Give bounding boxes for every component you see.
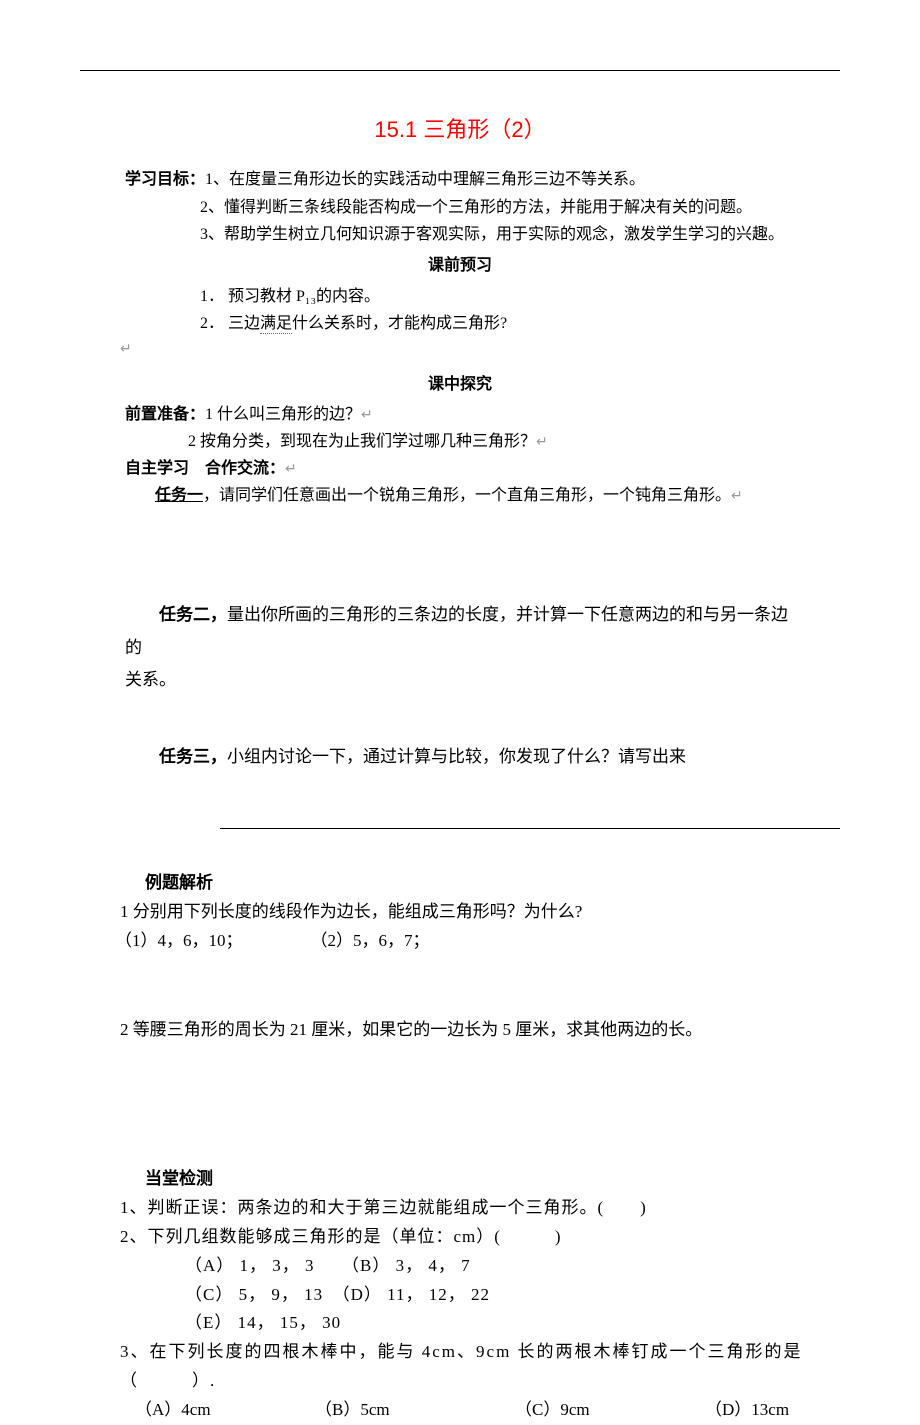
objective-3: 3、帮助学生树立几何知识源于客观实际，用于实际的观念，激发学生学习的兴趣。 (80, 221, 840, 248)
test-q2: 2、下列几组数能够成三角形的是（单位：cm）( ) (80, 1223, 840, 1252)
task1-body: ，请同学们任意画出一个锐角三角形，一个直角三角形，一个钝角三角形。 (203, 487, 731, 504)
test-q3: 3、在下列长度的四根木棒中，能与 4cm、9cm 长的两根木棒钉成一个三角形的是 (80, 1338, 840, 1367)
test-q3-opt-c: （C）9cm (515, 1396, 705, 1425)
header-divider (80, 70, 840, 71)
test-q3-options: （A）4cm（B）5cm（C）9cm（D）13cm (80, 1396, 840, 1425)
preview-title: 课前预习 (80, 252, 840, 279)
example-title: 例题解析 (80, 869, 840, 898)
prep-q2-line: 2 按角分类，到现在为止我们学过哪几种三角形？↵ (80, 428, 840, 455)
prep-line: 前置准备：1 什么叫三角形的边？↵ (80, 401, 840, 428)
test-title: 当堂检测 (80, 1165, 840, 1194)
prep-q2: 2 按角分类，到现在为止我们学过哪几种三角形？ (188, 433, 536, 450)
task2-line: 任务二，量出你所画的三角形的三条边的长度，并计算一下任意两边的和与另一条边的 (80, 599, 840, 664)
answer-line (220, 828, 840, 829)
test-q2-opt-cd: （C） 5， 9， 13 （D） 11， 12， 22 (80, 1281, 840, 1310)
return-mark-inline-3: ↵ (285, 462, 297, 477)
task3-label: 任务三， (159, 747, 227, 766)
preview-item-2: 2． 三边满足什么关系时，才能构成三角形? (80, 310, 840, 337)
objectives-line-1: 学习目标：1、在度量三角形边长的实践活动中理解三角形三边不等关系。 (80, 166, 840, 193)
underlined-text: 满足 (260, 315, 292, 334)
objective-2: 2、懂得判断三条线段能否构成一个三角形的方法，并能用于解决有关的问题。 (80, 194, 840, 221)
example-q2: 2 等腰三角形的周长为 21 厘米，如果它的一边长为 5 厘米，求其他两边的长。 (80, 1016, 840, 1045)
test-q1: 1、判断正误：两条边的和大于第三边就能组成一个三角形。( ) (80, 1194, 840, 1223)
task1-label: 任务一 (155, 487, 203, 504)
prep-q1: 1 什么叫三角形的边？ (205, 406, 361, 423)
test-q3-paren: （ ）. (80, 1367, 840, 1396)
preview-item-1: 1． 预习教材 P₁₃的内容。 (80, 283, 840, 310)
return-mark: ↵ (80, 338, 840, 362)
task2-label: 任务二， (159, 605, 227, 624)
objectives-label: 学习目标： (125, 171, 205, 188)
test-q3-opt-b: （B）5cm (315, 1396, 515, 1425)
test-q2-opt-ab: （A） 1， 3， 3 （B） 3， 4， 7 (80, 1252, 840, 1281)
test-q3-opt-a: （A）4cm (135, 1396, 315, 1425)
coop-label: 自主学习 合作交流： (125, 460, 285, 477)
test-q3-opt-d: （D）13cm (705, 1396, 789, 1425)
return-mark-inline: ↵ (361, 408, 373, 423)
return-mark-inline-4: ↵ (731, 489, 743, 504)
coop-title-line: 自主学习 合作交流：↵ (80, 455, 840, 482)
objective-1: 1、在度量三角形边长的实践活动中理解三角形三边不等关系。 (205, 171, 645, 188)
return-mark-inline-2: ↵ (536, 435, 548, 450)
task3-body: 小组内讨论一下，通过计算与比较，你发现了什么？请写出来 (227, 747, 686, 766)
example-q1: 1 分别用下列长度的线段作为边长，能组成三角形吗？为什么? (80, 898, 840, 927)
document-title: 15.1 三角形（2） (80, 111, 840, 148)
explore-title: 课中探究 (80, 371, 840, 398)
task2-tail: 关系。 (80, 664, 840, 696)
task1-line: 任务一，请同学们任意画出一个锐角三角形，一个直角三角形，一个钝角三角形。↵ (80, 482, 840, 509)
document-page: 15.1 三角形（2） 学习目标：1、在度量三角形边长的实践活动中理解三角形三边… (0, 0, 920, 1425)
task3-line: 任务三，小组内讨论一下，通过计算与比较，你发现了什么？请写出来 (80, 741, 840, 773)
example-q1-opts: （1）4，6，10； （2）5，6，7； (80, 927, 840, 956)
prep-label: 前置准备： (125, 406, 205, 423)
test-q2-opt-e: （E） 14， 15， 30 (80, 1309, 840, 1338)
